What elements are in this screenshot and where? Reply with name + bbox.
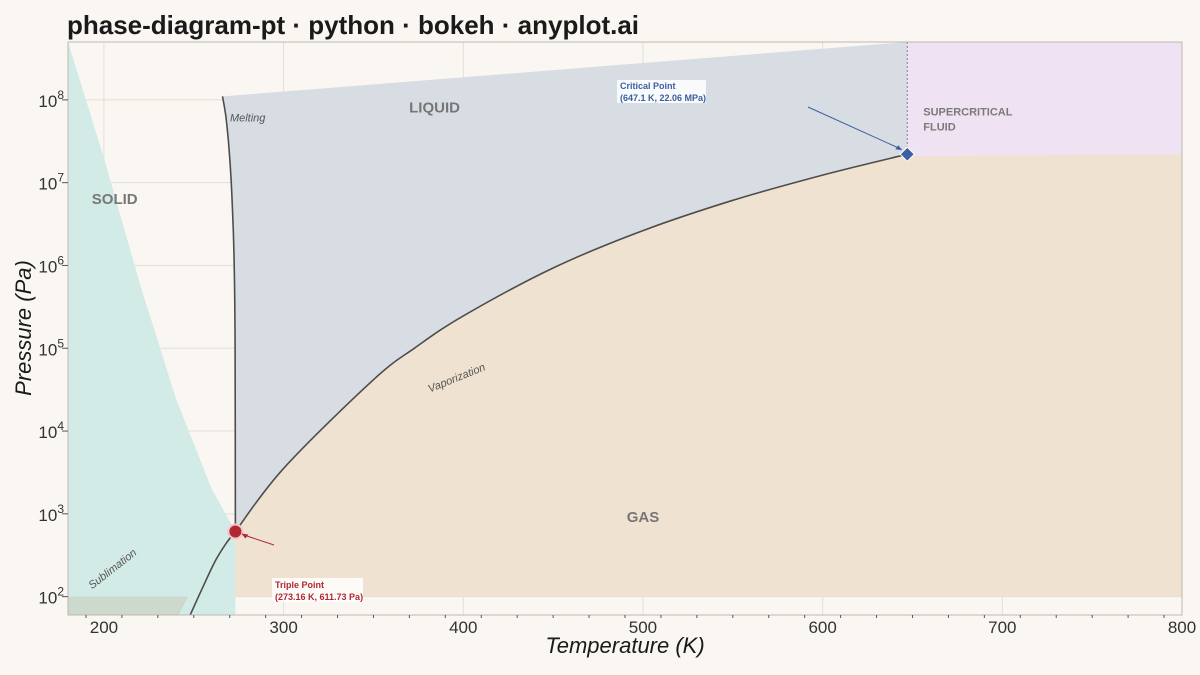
triple-point-label-box	[272, 578, 363, 602]
triple-point-coords: (273.16 K, 611.73 Pa)	[275, 592, 363, 602]
sublimation-curve	[189, 531, 237, 615]
y-tick-label: 105	[38, 336, 64, 359]
y-tick-label: 103	[38, 502, 64, 525]
triple-point-arrow	[242, 534, 275, 546]
critical-point-marker	[899, 146, 916, 162]
region-gas	[235, 154, 1182, 597]
critical-point-arrowhead	[895, 145, 903, 151]
region-label-solid: SOLID	[92, 191, 138, 208]
triple-point-arrowhead	[241, 533, 249, 539]
triple-point-label: Triple Point	[275, 580, 324, 590]
critical-point-coords: (647.1 K, 22.06 MPa)	[620, 93, 706, 103]
y-tick-exponent: 5	[57, 336, 64, 350]
y-axis-title: Pressure (Pa)	[11, 260, 36, 396]
y-tick-label: 107	[38, 171, 64, 194]
y-tick-exponent: 8	[57, 88, 64, 102]
y-tick-label: 108	[38, 88, 64, 111]
x-tick-label: 400	[449, 618, 477, 637]
critical-point-label: Critical Point	[620, 81, 676, 91]
y-tick-label: 102	[38, 585, 64, 608]
y-tick-exponent: 3	[57, 502, 64, 516]
region-label-gas: GAS	[627, 509, 660, 526]
y-tick-base: 10	[38, 506, 57, 525]
x-tick-label: 700	[988, 618, 1016, 637]
y-tick-exponent: 2	[57, 585, 64, 599]
y-tick-base: 10	[38, 589, 57, 608]
y-tick-label: 106	[38, 253, 64, 276]
triple-point-marker	[227, 523, 244, 540]
melting-curve-label: Melting	[230, 112, 266, 124]
critical-point-label-box	[617, 80, 706, 103]
x-tick-label: 200	[90, 618, 118, 637]
y-tick-exponent: 4	[57, 419, 64, 433]
region-label-liquid: LIQUID	[409, 100, 460, 117]
chart-title: phase-diagram-pt · python · bokeh · anyp…	[67, 10, 639, 40]
x-tick-label: 600	[808, 618, 836, 637]
plot-clipped: MeltingVaporizationSublimationSOLIDLIQUI…	[68, 42, 1182, 615]
y-tick-exponent: 6	[57, 253, 64, 267]
y-tick-base: 10	[38, 175, 57, 194]
x-axis-title: Temperature (K)	[545, 633, 704, 658]
x-tick-label: 300	[269, 618, 297, 637]
critical-point-arrow	[807, 106, 902, 150]
region-liquid	[222, 42, 908, 532]
region-label-supercritical-fluid: FLUID	[923, 121, 955, 133]
x-tick-label: 500	[629, 618, 657, 637]
y-tick-base: 10	[38, 423, 57, 442]
region-label-supercritical-fluid: SUPERCRITICAL	[923, 106, 1013, 118]
melting-curve	[221, 96, 237, 532]
y-tick-exponent: 7	[57, 171, 64, 185]
x-tick-label: 800	[1168, 618, 1196, 637]
y-tick-base: 10	[38, 340, 57, 359]
region-overlap	[68, 596, 189, 615]
vaporization-curve	[234, 153, 908, 532]
region-solid	[68, 42, 236, 615]
plot-area: MeltingVaporizationSublimationSOLIDLIQUI…	[38, 41, 1196, 637]
y-tick-base: 10	[38, 92, 57, 111]
y-tick-label: 104	[38, 419, 64, 442]
y-tick-base: 10	[38, 257, 57, 276]
region-supercritical	[907, 42, 1182, 157]
